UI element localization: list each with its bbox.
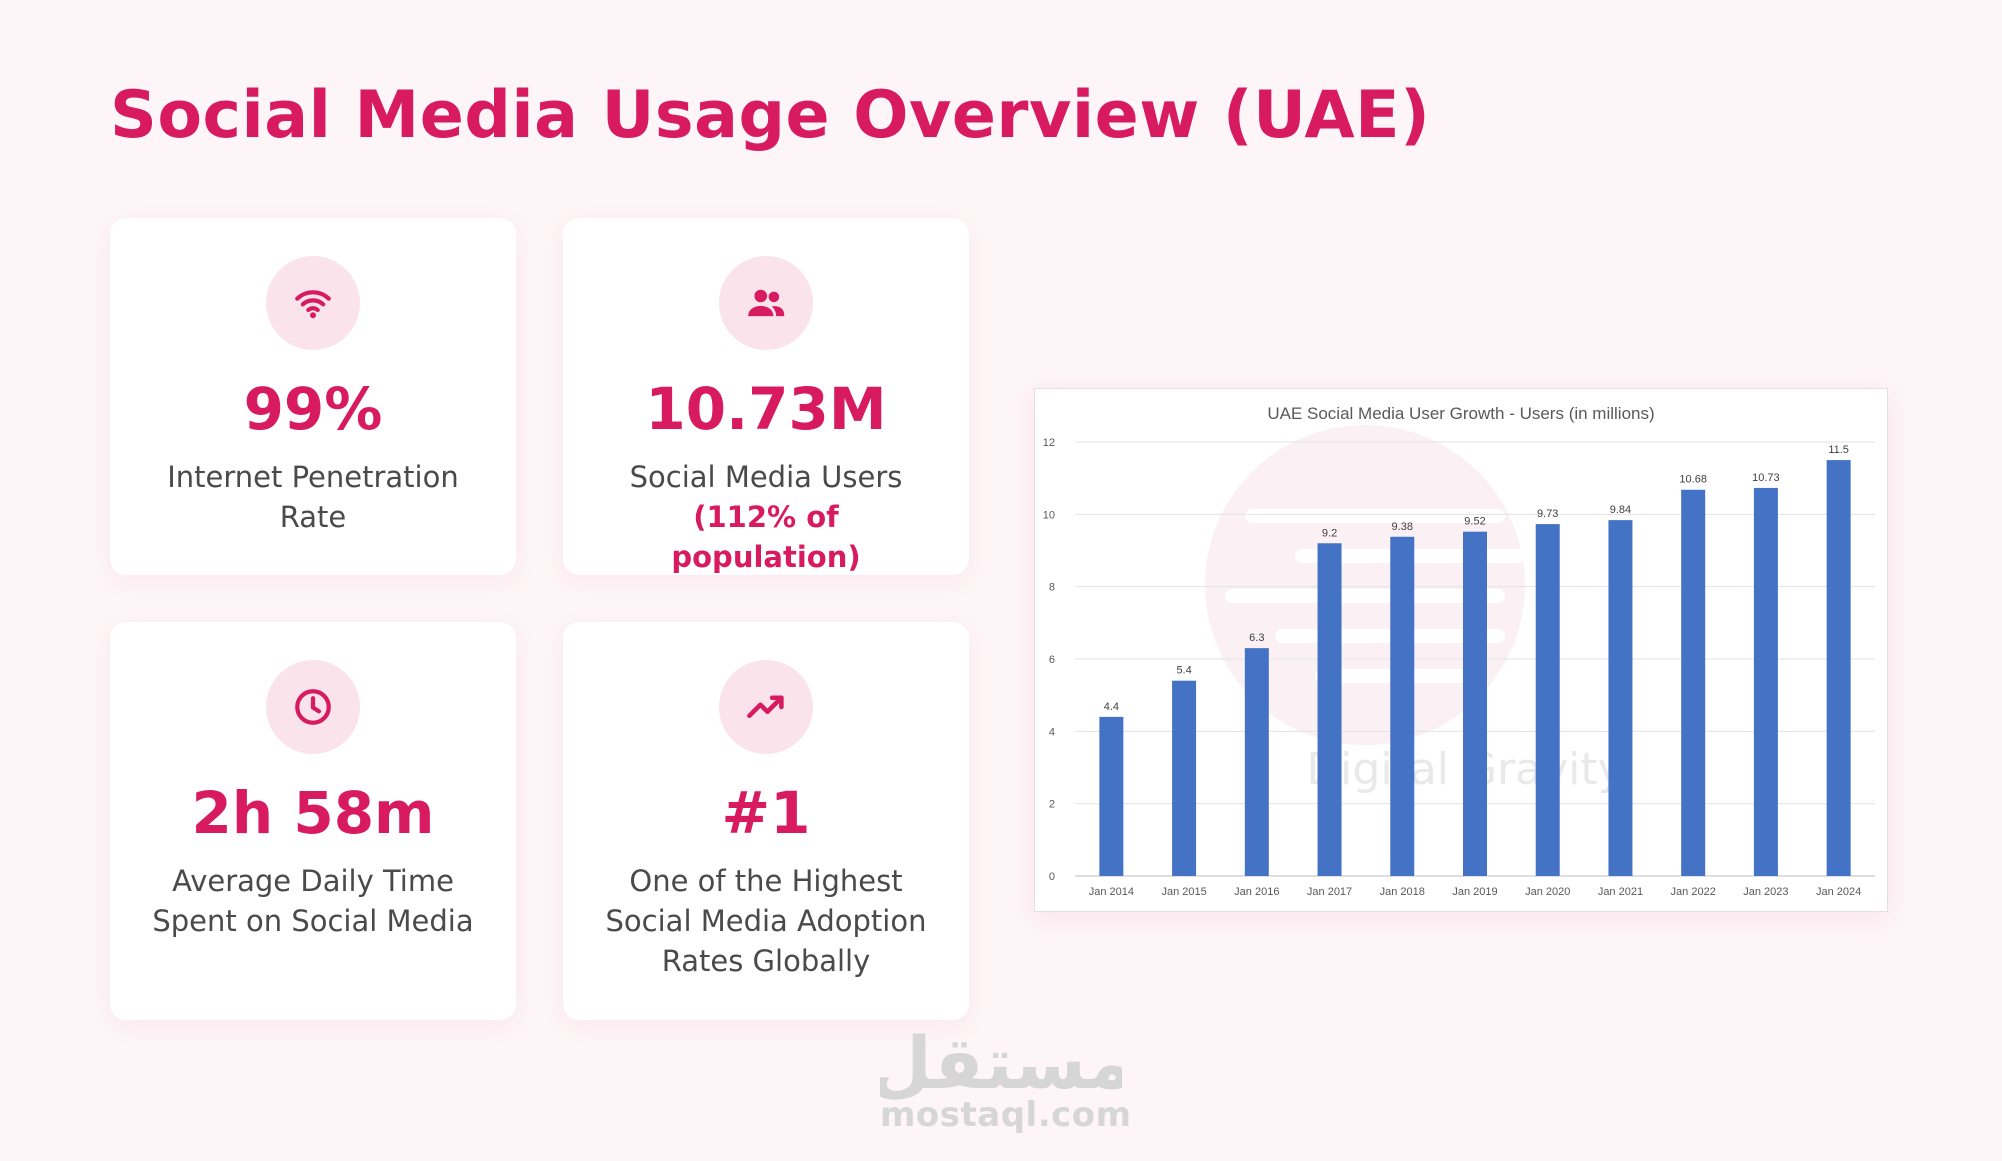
stat-value: 10.73M — [645, 375, 887, 443]
x-tick-label: Jan 2018 — [1380, 886, 1425, 898]
stat-card-adoption-rank: #1 One of the Highest Social Media Adopt… — [563, 622, 969, 1020]
data-label: 10.68 — [1679, 474, 1707, 486]
x-tick-label: Jan 2023 — [1743, 886, 1788, 898]
data-label: 5.4 — [1176, 665, 1191, 677]
chart-canvas: UAE Social Media User Growth - Users (in… — [1043, 404, 1875, 898]
y-tick-label: 4 — [1049, 726, 1055, 738]
x-tick-label: Jan 2014 — [1089, 886, 1134, 898]
x-tick-label: Jan 2022 — [1671, 886, 1716, 898]
x-tick-label: Jan 2020 — [1525, 886, 1570, 898]
y-tick-label: 8 — [1049, 582, 1055, 594]
stat-label: Internet Penetration Rate — [167, 459, 459, 534]
stat-label: Social Media Users (112% of population) — [596, 457, 936, 577]
bar — [1753, 487, 1778, 876]
stat-card-daily-time: 2h 58m Average Daily Time Spent on Socia… — [110, 622, 516, 1020]
bar-chart: UAE Social Media User Growth - Users (in… — [1034, 388, 1888, 912]
x-tick-label: Jan 2016 — [1234, 886, 1279, 898]
x-tick-label: Jan 2019 — [1452, 886, 1497, 898]
bar — [1535, 524, 1560, 876]
data-label: 6.3 — [1249, 632, 1264, 644]
y-tick-label: 6 — [1049, 654, 1055, 666]
bar — [1099, 716, 1124, 876]
x-tick-label: Jan 2015 — [1161, 886, 1206, 898]
x-tick-label: Jan 2017 — [1307, 886, 1352, 898]
bar — [1463, 531, 1487, 876]
mostaql-logo-text: مستقل — [880, 1022, 1122, 1102]
trending-up-icon — [719, 660, 813, 754]
data-label: 9.38 — [1392, 521, 1413, 533]
data-label: 9.52 — [1464, 516, 1485, 528]
x-tick-label: Jan 2024 — [1816, 886, 1861, 898]
mostaql-logo: مستقل — [880, 1022, 1122, 1102]
stat-card-social-media-users: 10.73M Social Media Users (112% of popul… — [563, 218, 969, 575]
data-label: 9.84 — [1610, 504, 1631, 516]
mostaql-watermark: mostaql.com — [880, 1095, 1132, 1135]
y-tick-label: 10 — [1043, 509, 1055, 521]
bar — [1244, 648, 1269, 876]
chart-title: UAE Social Media User Growth - Users (in… — [1267, 404, 1654, 423]
y-tick-label: 0 — [1049, 871, 1055, 883]
stat-value: #1 — [721, 779, 811, 847]
bar — [1172, 680, 1197, 876]
data-label: 9.73 — [1537, 508, 1558, 520]
wifi-icon — [266, 256, 360, 350]
stat-card-internet-penetration: 99% Internet Penetration Rate — [110, 218, 516, 575]
stat-value: 99% — [243, 375, 383, 443]
data-label: 9.2 — [1322, 527, 1337, 539]
bar — [1681, 489, 1706, 876]
stat-label: Average Daily Time Spent on Social Media — [152, 863, 474, 938]
data-label: 4.4 — [1104, 701, 1119, 713]
page-title: Social Media Usage Overview (UAE) — [110, 78, 1431, 153]
bar — [1608, 520, 1633, 876]
data-label: 11.5 — [1828, 444, 1849, 456]
stat-label-text: Social Media Users — [629, 459, 903, 494]
bar — [1317, 543, 1342, 876]
bar — [1390, 536, 1415, 876]
stat-label: One of the Highest Social Media Adoption… — [605, 863, 927, 978]
y-tick-label: 2 — [1049, 799, 1055, 811]
users-icon — [719, 256, 813, 350]
clock-icon — [266, 660, 360, 754]
bar — [1826, 460, 1851, 876]
data-label: 10.73 — [1752, 472, 1780, 484]
stat-value: 2h 58m — [191, 779, 435, 847]
y-tick-label: 12 — [1043, 437, 1055, 449]
x-tick-label: Jan 2021 — [1598, 886, 1643, 898]
stat-sublabel: (112% of population) — [671, 499, 861, 574]
